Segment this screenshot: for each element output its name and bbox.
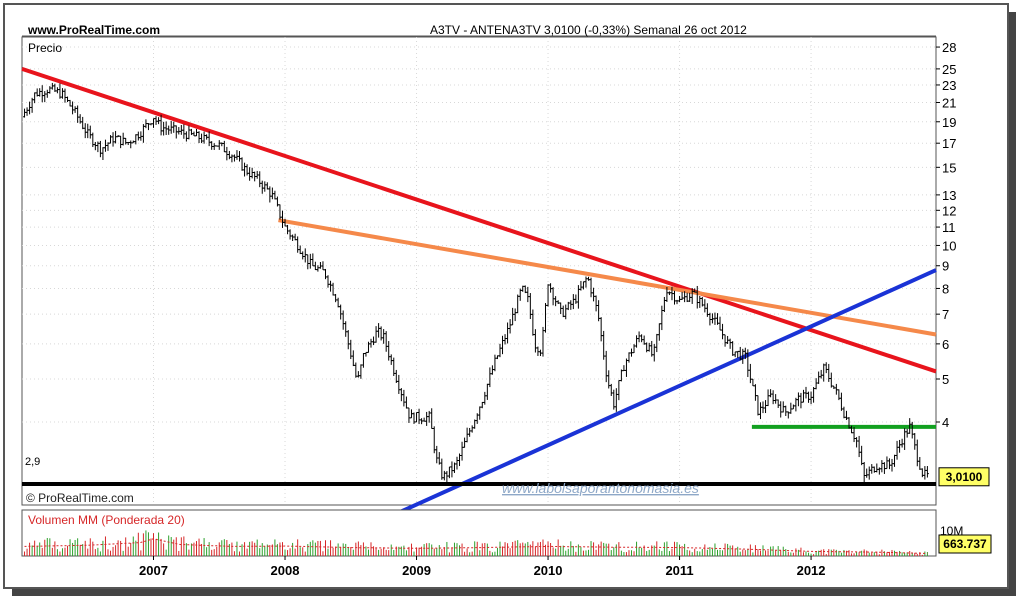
y-tick-label: 21 bbox=[942, 95, 956, 110]
price-grid bbox=[22, 37, 936, 505]
y-tick-label: 10 bbox=[942, 238, 956, 253]
y-tick-label: 9 bbox=[942, 259, 949, 274]
y-tick-label: 11 bbox=[942, 220, 956, 235]
support-label: 2,9 bbox=[25, 456, 40, 468]
volume-value-label: 663.737 bbox=[943, 537, 987, 551]
y-tick-label: 13 bbox=[942, 188, 956, 203]
url-watermark[interactable]: www.labolsaporantonomasia.es bbox=[502, 480, 699, 496]
y-tick-label: 15 bbox=[942, 160, 956, 175]
y-tick-label: 28 bbox=[942, 40, 956, 55]
y-tick-label: 25 bbox=[942, 62, 956, 77]
x-tick-label: 2007 bbox=[139, 563, 168, 578]
x-tick-label: 2011 bbox=[665, 563, 693, 578]
time-axis: 2007 2008 2009 2010 2011 2012 bbox=[139, 556, 826, 578]
site-label[interactable]: www.ProRealTime.com bbox=[27, 23, 160, 37]
y-tick-label: 5 bbox=[942, 372, 949, 387]
y-tick-label: 6 bbox=[942, 337, 949, 352]
y-tick-label: 23 bbox=[942, 78, 956, 93]
trendline-resistance-red bbox=[21, 66, 937, 374]
x-tick-label: 2012 bbox=[797, 563, 826, 578]
y-tick-label: 7 bbox=[942, 307, 949, 322]
chart-title: A3TV - ANTENA3TV 3,0100 (-0,33%) Semanal… bbox=[430, 23, 747, 37]
volume-value-box bbox=[938, 534, 992, 554]
trend-lines bbox=[21, 66, 937, 540]
y-tick-label: 19 bbox=[942, 115, 956, 130]
y-tick-label: 12 bbox=[942, 203, 956, 218]
price-bars bbox=[23, 82, 929, 483]
y-tick-label: 17 bbox=[942, 136, 956, 151]
x-tick-label: 2010 bbox=[534, 563, 563, 578]
last-price-tag: 3,0100 bbox=[938, 467, 990, 487]
price-panel[interactable] bbox=[21, 36, 937, 506]
trendline-resistance-orange bbox=[278, 218, 937, 337]
y-tick-label: 4 bbox=[942, 415, 949, 430]
y-tick-label: 8 bbox=[942, 281, 949, 296]
price-panel-label: Precio bbox=[28, 41, 62, 55]
prorealtime-watermark: © ProRealTime.com bbox=[26, 491, 134, 505]
x-tick-label: 2008 bbox=[271, 563, 300, 578]
volume-moving-average bbox=[24, 538, 928, 554]
volume-bars bbox=[24, 530, 928, 556]
trendline-support-blue bbox=[343, 268, 937, 540]
header-strip bbox=[5, 5, 1007, 23]
x-tick-label: 2009 bbox=[402, 563, 431, 578]
last-price-box bbox=[938, 467, 990, 487]
volume-panel-label: Volumen MM (Ponderada 20) bbox=[28, 513, 185, 527]
last-price-label: 3,0100 bbox=[946, 470, 983, 484]
